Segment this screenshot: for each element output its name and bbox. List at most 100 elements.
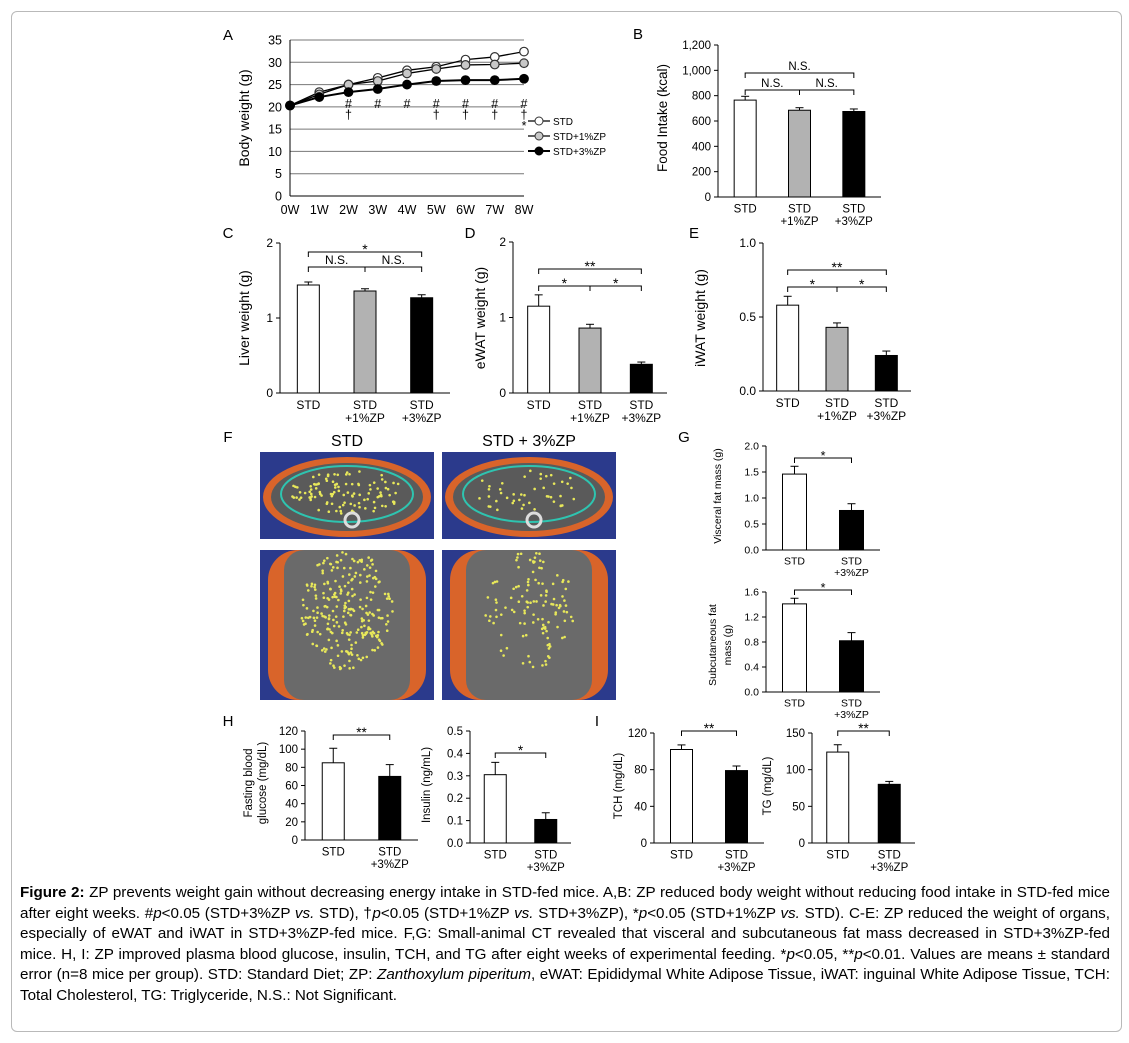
visceral-fat-dot [360, 631, 364, 635]
x-tick-label: STD [878, 850, 901, 862]
y-tick-label: 20 [268, 100, 282, 114]
x-tick-label: 7W [485, 203, 504, 217]
caption-p-italic: p [854, 945, 863, 963]
visceral-fat-dot [312, 475, 315, 479]
visceral-fat-dot [512, 493, 515, 496]
data-point [519, 46, 529, 57]
visceral-fat-dot [376, 487, 379, 490]
visceral-fat-dot [326, 580, 329, 584]
significance-mark: † [345, 108, 352, 122]
bar [839, 640, 864, 693]
caption-p-italic: p [786, 945, 795, 963]
visceral-fat-dot [537, 581, 540, 585]
visceral-fat-dot [528, 501, 531, 505]
x-tick-label: +3%ZP [834, 709, 869, 721]
visceral-fat-dot [333, 472, 336, 476]
figure-frame [11, 11, 1122, 1032]
visceral-fat-dot [341, 551, 344, 554]
visceral-fat-dot [342, 566, 346, 570]
visceral-fat-dot [372, 631, 376, 635]
visceral-fat-dot [494, 608, 498, 612]
significance-label: * [821, 581, 826, 595]
visceral-fat-dot [312, 609, 315, 613]
visceral-fat-dot [368, 483, 372, 487]
bar [483, 774, 507, 844]
x-tick-label: 3W [368, 203, 387, 217]
visceral-fat-dot [314, 597, 318, 600]
significance-mark: # [374, 97, 381, 111]
y-axis-title: Insulin (ng/mL) [421, 747, 433, 823]
visceral-fat-dot [556, 625, 559, 629]
panel-label: E [689, 225, 699, 242]
y-tick-label: 0.0 [447, 838, 463, 850]
significance-label: ** [585, 258, 596, 274]
visceral-fat-dot [353, 575, 357, 578]
visceral-fat-dot [367, 627, 370, 631]
significance-mark: † [521, 108, 528, 122]
significance-label: * [518, 743, 524, 758]
visceral-fat-dot [511, 501, 515, 505]
y-tick-label: 0 [705, 192, 711, 204]
body-region [466, 550, 592, 700]
x-tick-label: STD [842, 204, 865, 216]
x-tick-label: 4W [398, 203, 417, 217]
roi-outline [462, 465, 596, 523]
visceral-fat-dot [369, 559, 373, 562]
visceral-fat-dot [316, 606, 319, 609]
visceral-fat-dot [524, 633, 528, 637]
visceral-fat-dot [334, 615, 338, 618]
visceral-fat-dot [514, 585, 518, 589]
visceral-fat-dot [531, 665, 535, 669]
x-tick-label: 1W [310, 203, 329, 217]
visceral-fat-dot [336, 566, 339, 570]
caption-text: STD+3%ZP), * [533, 904, 639, 922]
significance-label: N.S. [815, 78, 837, 90]
visceral-fat-dot [531, 560, 535, 563]
visceral-fat-dot [544, 474, 548, 478]
y-tick-label: 0.4 [744, 662, 759, 674]
significance-label: N.S. [325, 253, 348, 267]
visceral-fat-dot [346, 611, 350, 615]
visceral-fat-dot [360, 617, 364, 620]
y-tick-label: 0 [292, 835, 298, 847]
visceral-fat-dot [487, 487, 491, 491]
visceral-fat-dot [356, 653, 359, 657]
data-point [402, 79, 412, 90]
visceral-fat-dot [488, 619, 491, 623]
visceral-fat-dot [519, 493, 523, 496]
visceral-fat-dot [387, 595, 391, 598]
y-tick-label: 30 [268, 56, 282, 70]
visceral-fat-dot [343, 584, 347, 588]
y-tick-label: 0.8 [744, 637, 759, 649]
visceral-fat-dot [364, 507, 367, 510]
visceral-fat-dot [527, 583, 530, 587]
visceral-fat-dot [357, 482, 360, 486]
visceral-fat-dot [379, 493, 383, 497]
visceral-fat-dot [337, 485, 340, 489]
y-tick-label: 100 [279, 744, 298, 756]
visceral-fat-dot [504, 606, 507, 609]
y-tick-label: 0.2 [447, 793, 463, 805]
visceral-fat-dot [526, 580, 530, 584]
visceral-fat-dot [549, 495, 553, 499]
visceral-fat-dot [535, 551, 538, 555]
visceral-fat-dot [331, 609, 335, 613]
visceral-fat-dot [523, 609, 526, 612]
visceral-fat-dot [344, 552, 348, 556]
y-tick-label: 1,000 [682, 65, 711, 77]
visceral-fat-dot [547, 647, 551, 650]
visceral-fat-dot [304, 616, 308, 619]
visceral-fat-dot [371, 563, 374, 566]
visceral-fat-dot [359, 573, 362, 577]
visceral-fat-dot [300, 616, 304, 620]
visceral-fat-dot [517, 600, 521, 604]
visceral-fat-dot [313, 495, 317, 499]
significance-bracket [494, 752, 547, 758]
significance-bracket [744, 72, 855, 78]
visceral-fat-dot [362, 619, 365, 622]
visceral-fat-dot [374, 585, 377, 588]
y-tick-label: 35 [268, 34, 282, 48]
data-point [519, 58, 529, 69]
x-tick-label: +1%ZP [817, 409, 857, 423]
y-tick-label: 80 [634, 765, 647, 777]
